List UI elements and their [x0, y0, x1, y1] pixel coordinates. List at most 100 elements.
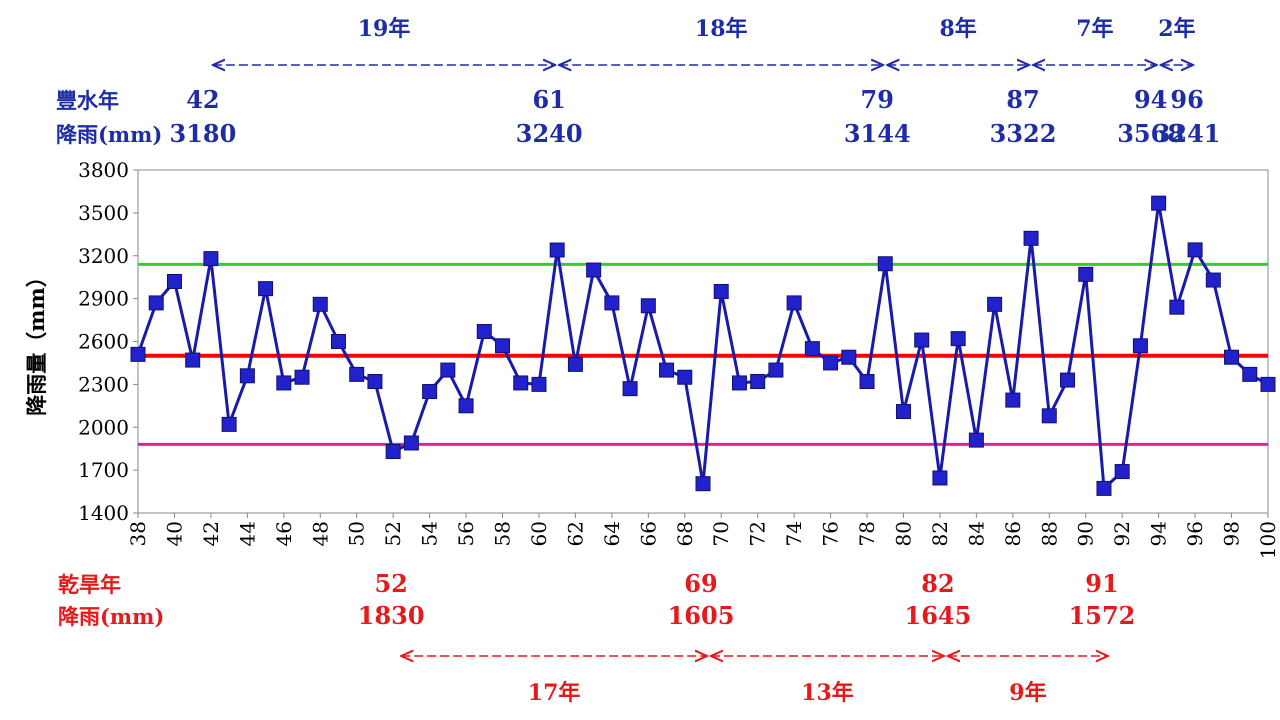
x-tick-label: 52: [381, 521, 405, 546]
wet-interval-label-3: 7年: [1076, 16, 1113, 42]
data-point-41: [185, 352, 201, 368]
y-tick-label: 1400: [78, 501, 129, 525]
x-tick-label: 38: [126, 521, 150, 546]
dry-rain-82: 1645: [905, 601, 972, 630]
wet-rain-61: 3240: [516, 119, 583, 148]
x-tick-label: 60: [527, 521, 551, 546]
data-point-98: [1224, 349, 1240, 365]
data-point-51: [367, 374, 383, 390]
data-point-86: [1005, 392, 1021, 408]
data-point-81: [914, 332, 930, 348]
data-point-50: [349, 366, 365, 382]
x-tick-label: 58: [491, 521, 515, 546]
wet-year-42: 42: [186, 85, 219, 114]
data-point-39: [148, 295, 164, 311]
data-point-75: [804, 341, 820, 357]
data-point-84: [968, 432, 984, 448]
data-point-95: [1169, 299, 1185, 315]
y-tick-label: 2900: [78, 287, 129, 311]
wet-interval-label-1: 18年: [695, 16, 748, 42]
y-tick-label: 3200: [78, 244, 129, 268]
data-point-91: [1096, 480, 1112, 496]
x-tick-label: 70: [709, 521, 733, 546]
data-point-90: [1078, 266, 1094, 282]
dry-rain-91: 1572: [1069, 601, 1136, 630]
data-point-99: [1242, 366, 1258, 382]
x-tick-label: 80: [891, 521, 915, 546]
data-point-42: [203, 251, 219, 267]
x-tick-label: 74: [782, 521, 806, 546]
plot-area: [137, 169, 1269, 514]
data-point-79: [877, 256, 893, 272]
data-point-38: [130, 346, 146, 362]
data-point-76: [823, 355, 839, 371]
dry-year-82: 82: [921, 569, 954, 598]
dry-interval-label-2: 9年: [1009, 680, 1046, 706]
x-tick-label: 54: [418, 521, 442, 546]
y-tick-label: 3800: [78, 158, 129, 182]
x-tick-label: 78: [855, 521, 879, 546]
data-point-82: [932, 470, 948, 486]
data-point-93: [1132, 338, 1148, 354]
data-point-78: [859, 374, 875, 390]
wet-interval-label-4: 2年: [1158, 16, 1195, 42]
x-tick-label: 76: [819, 521, 843, 546]
data-point-92: [1114, 464, 1130, 480]
x-tick-label: 86: [1001, 521, 1025, 546]
data-point-97: [1205, 272, 1221, 288]
x-tick-label: 48: [308, 521, 332, 546]
data-point-44: [239, 368, 255, 384]
data-point-65: [622, 381, 638, 397]
data-point-55: [440, 362, 456, 378]
data-point-100: [1260, 376, 1276, 392]
data-point-46: [276, 375, 292, 391]
x-tick-label: 92: [1110, 521, 1134, 546]
dry-year-52: 52: [374, 569, 407, 598]
x-tick-label: 88: [1037, 521, 1061, 546]
data-point-63: [586, 262, 602, 278]
x-tick-label: 100: [1256, 521, 1280, 559]
data-point-61: [549, 242, 565, 258]
data-point-53: [403, 435, 419, 451]
data-point-83: [950, 331, 966, 347]
data-point-58: [495, 338, 511, 354]
x-tick-label: 50: [345, 521, 369, 546]
wet-year-94: 94: [1134, 85, 1167, 114]
data-point-89: [1060, 372, 1076, 388]
x-tick-label: 64: [600, 521, 624, 546]
data-point-64: [604, 295, 620, 311]
data-point-52: [385, 444, 401, 460]
data-point-73: [768, 362, 784, 378]
dry-year-row-label: 乾旱年: [58, 572, 121, 597]
wet-interval-label-0: 19年: [358, 16, 411, 42]
x-tick-label: 56: [454, 521, 478, 546]
y-tick-label: 2600: [78, 330, 129, 354]
dry-rain-row-label: 降雨(mm): [58, 604, 164, 629]
data-point-40: [166, 273, 182, 289]
data-point-59: [513, 375, 529, 391]
data-point-70: [713, 283, 729, 299]
wet-rain-87: 3322: [990, 119, 1057, 148]
x-tick-label: 46: [272, 521, 296, 546]
data-point-69: [695, 476, 711, 492]
x-tick-label: 66: [636, 521, 660, 546]
y-tick-label: 2000: [78, 415, 129, 439]
data-point-94: [1151, 195, 1167, 211]
x-tick-label: 82: [928, 521, 952, 546]
data-point-45: [258, 281, 274, 297]
x-tick-label: 90: [1074, 521, 1098, 546]
x-tick-label: 72: [746, 521, 770, 546]
x-tick-label: 98: [1220, 521, 1244, 546]
dry-rain-69: 1605: [668, 601, 735, 630]
x-tick-label: 42: [199, 521, 223, 546]
data-point-80: [895, 404, 911, 420]
wet-year-79: 79: [861, 85, 894, 114]
dry-interval-label-0: 17年: [528, 680, 581, 706]
x-tick-label: 84: [964, 521, 988, 546]
wet-rain-42: 3180: [170, 119, 237, 148]
data-point-60: [531, 376, 547, 392]
data-point-57: [476, 323, 492, 339]
data-point-96: [1187, 242, 1203, 258]
x-tick-label: 68: [673, 521, 697, 546]
